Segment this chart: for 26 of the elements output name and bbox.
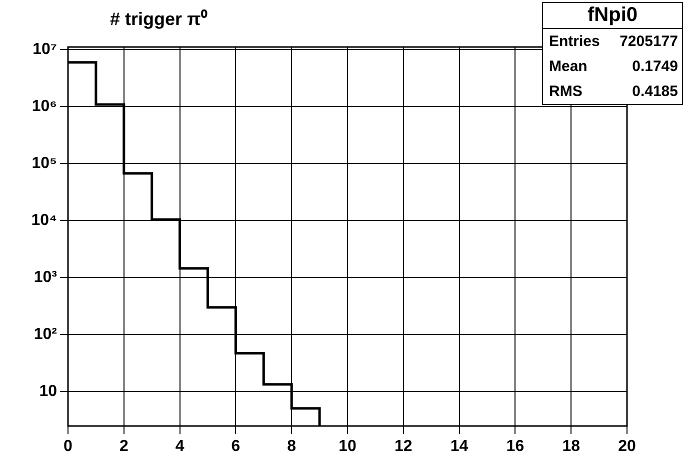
annotation: 7205177 <box>620 33 678 50</box>
text: 0.1749 <box>632 58 678 75</box>
x-tick-label: 20 <box>618 438 636 456</box>
x-tick-label: 18 <box>562 438 580 456</box>
x-tick-label: 14 <box>450 438 468 456</box>
x-tick-label: 0 <box>64 438 73 456</box>
y-tick-label: 10² <box>34 326 57 344</box>
x-tick-label: 6 <box>231 438 240 456</box>
x-tick-label: 16 <box>506 438 524 456</box>
text: 0.4185 <box>632 83 678 100</box>
y-tick-label: 10⁴ <box>31 212 58 229</box>
annotation: Mean <box>549 58 588 75</box>
text: fNpi0 <box>543 3 682 29</box>
y-tick-label: 10⁵ <box>32 154 57 172</box>
chart-title: # trigger π⁰ <box>110 8 207 30</box>
x-tick-label: 10 <box>338 438 356 456</box>
y-tick-label: 10⁶ <box>32 98 57 115</box>
x-tick-label: 8 <box>287 438 296 456</box>
y-tick-label: 10⁷ <box>32 40 57 58</box>
x-tick-label: 2 <box>119 438 128 456</box>
y-tick-label: 10³ <box>34 268 57 286</box>
annotation: RMS <box>549 83 582 100</box>
x-tick-label: 4 <box>175 438 184 456</box>
x-tick-label: 12 <box>394 438 412 456</box>
annotation: Entries <box>549 33 600 50</box>
y-tick-label: 10 <box>39 383 58 400</box>
